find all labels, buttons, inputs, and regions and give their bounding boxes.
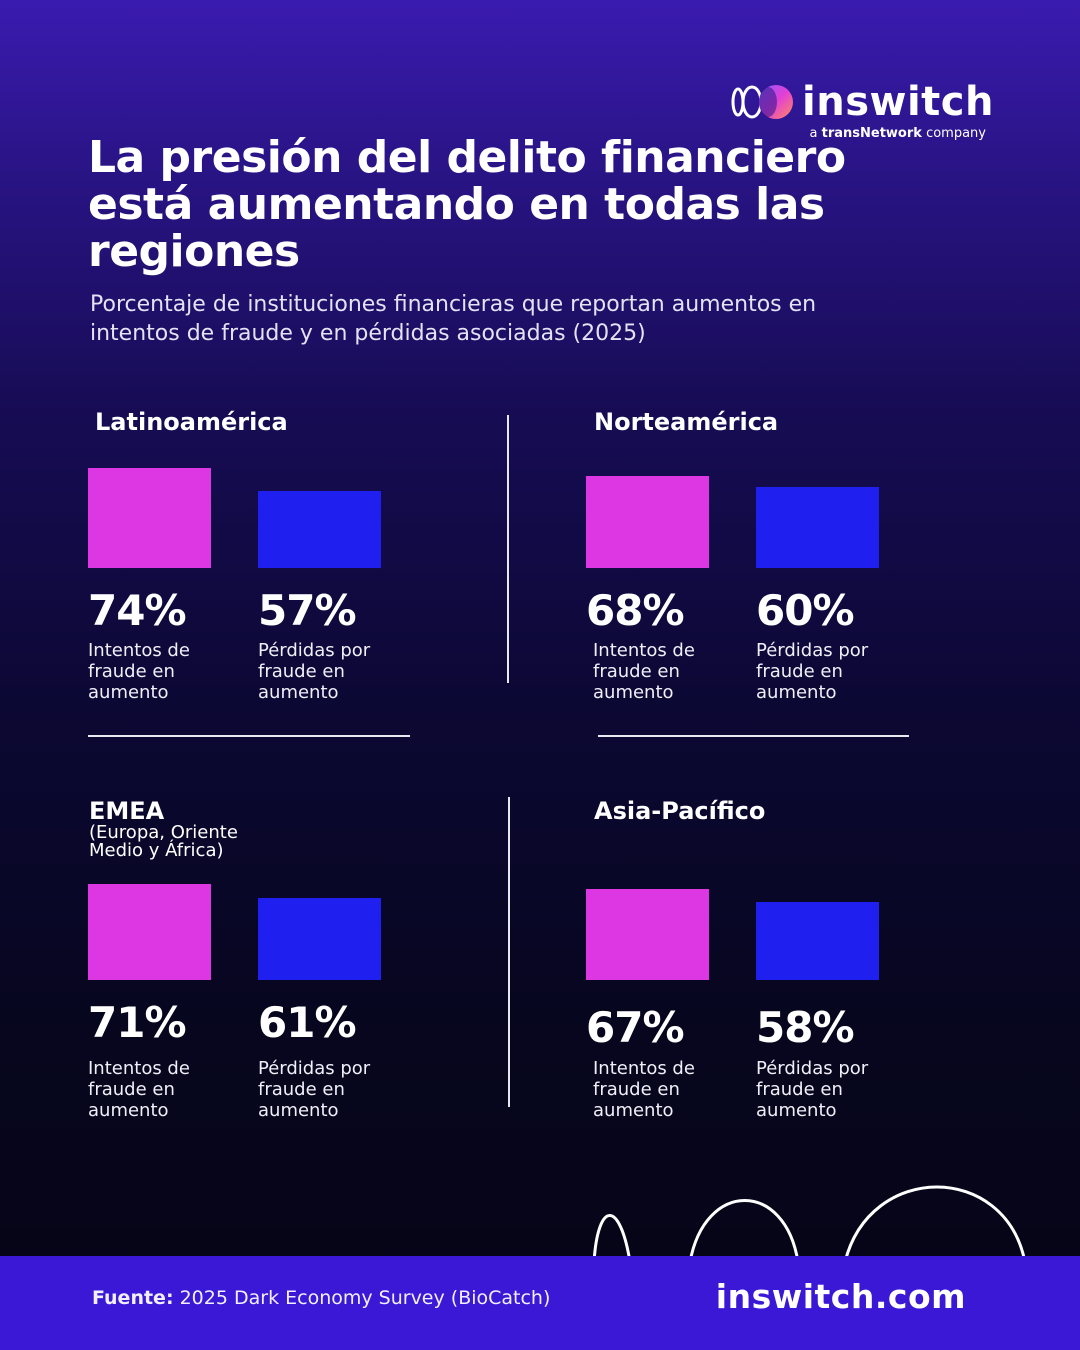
category-label-fraud-losses: Pérdidas por fraude en aumento — [258, 1058, 371, 1121]
category-label-fraud-attempts: Intentos de fraude en aumento — [593, 640, 695, 703]
region-title: Latinoamérica — [95, 408, 288, 436]
region-title: Norteamérica — [594, 408, 779, 436]
bar-fraud-attempts — [88, 884, 211, 980]
bar-fraud-losses — [756, 902, 879, 980]
bar-fraud-attempts — [88, 468, 211, 568]
category-label-fraud-attempts: Intentos de fraude en aumento — [88, 1058, 190, 1121]
value-label-fraud-losses: 57% — [258, 586, 357, 635]
page-subtitle: Porcentaje de instituciones financieras … — [90, 292, 817, 346]
bar-fraud-losses — [756, 487, 879, 568]
value-label-fraud-attempts: 74% — [88, 586, 187, 635]
tagline-prefix: a — [809, 126, 818, 141]
source-text: 2025 Dark Economy Survey (BioCatch) — [179, 1287, 551, 1309]
bar-fraud-losses — [258, 898, 381, 980]
vertical-divider-top — [507, 415, 509, 683]
bar-fraud-attempts — [586, 889, 709, 980]
category-label-fraud-losses: Pérdidas por fraude en aumento — [756, 1058, 869, 1121]
decorative-arcs — [592, 1185, 1027, 1262]
tagline-bold: transNetwork — [821, 126, 922, 141]
horizontal-divider-left — [88, 735, 410, 737]
brand-logo: inswitch a transNetwork company — [730, 78, 994, 148]
brand-tagline: a transNetwork company — [810, 126, 986, 141]
source-note: Fuente: 2025 Dark Economy Survey (BioCat… — [92, 1286, 550, 1310]
value-label-fraud-losses: 61% — [258, 998, 357, 1047]
brand-name: inswitch — [802, 79, 994, 125]
bar-fraud-attempts — [586, 476, 709, 568]
horizontal-divider-right — [598, 735, 909, 737]
value-label-fraud-attempts: 67% — [586, 1003, 685, 1052]
page-title: La presión del delito financiero está au… — [88, 132, 846, 277]
region-title: Asia-Pacífico — [594, 797, 766, 825]
region-subtitle: (Europa, Oriente Medio y África) — [89, 822, 238, 861]
footer-bar — [0, 1256, 1080, 1350]
category-label-fraud-losses: Pérdidas por fraude en aumento — [258, 640, 371, 703]
category-label-fraud-attempts: Intentos de fraude en aumento — [593, 1058, 695, 1121]
value-label-fraud-attempts: 68% — [586, 586, 685, 635]
category-label-fraud-losses: Pérdidas por fraude en aumento — [756, 640, 869, 703]
category-label-fraud-attempts: Intentos de fraude en aumento — [88, 640, 190, 703]
overlapping-rings-icon — [731, 85, 793, 119]
value-label-fraud-losses: 58% — [756, 1003, 855, 1052]
source-label: Fuente: — [92, 1287, 174, 1309]
bar-fraud-losses — [258, 491, 381, 568]
vertical-divider-bottom — [508, 797, 510, 1107]
value-label-fraud-attempts: 71% — [88, 998, 187, 1047]
website-link[interactable]: inswitch.com — [715, 1277, 966, 1316]
value-label-fraud-losses: 60% — [756, 586, 855, 635]
tagline-suffix: company — [926, 126, 986, 141]
region-title: EMEA — [89, 797, 165, 825]
